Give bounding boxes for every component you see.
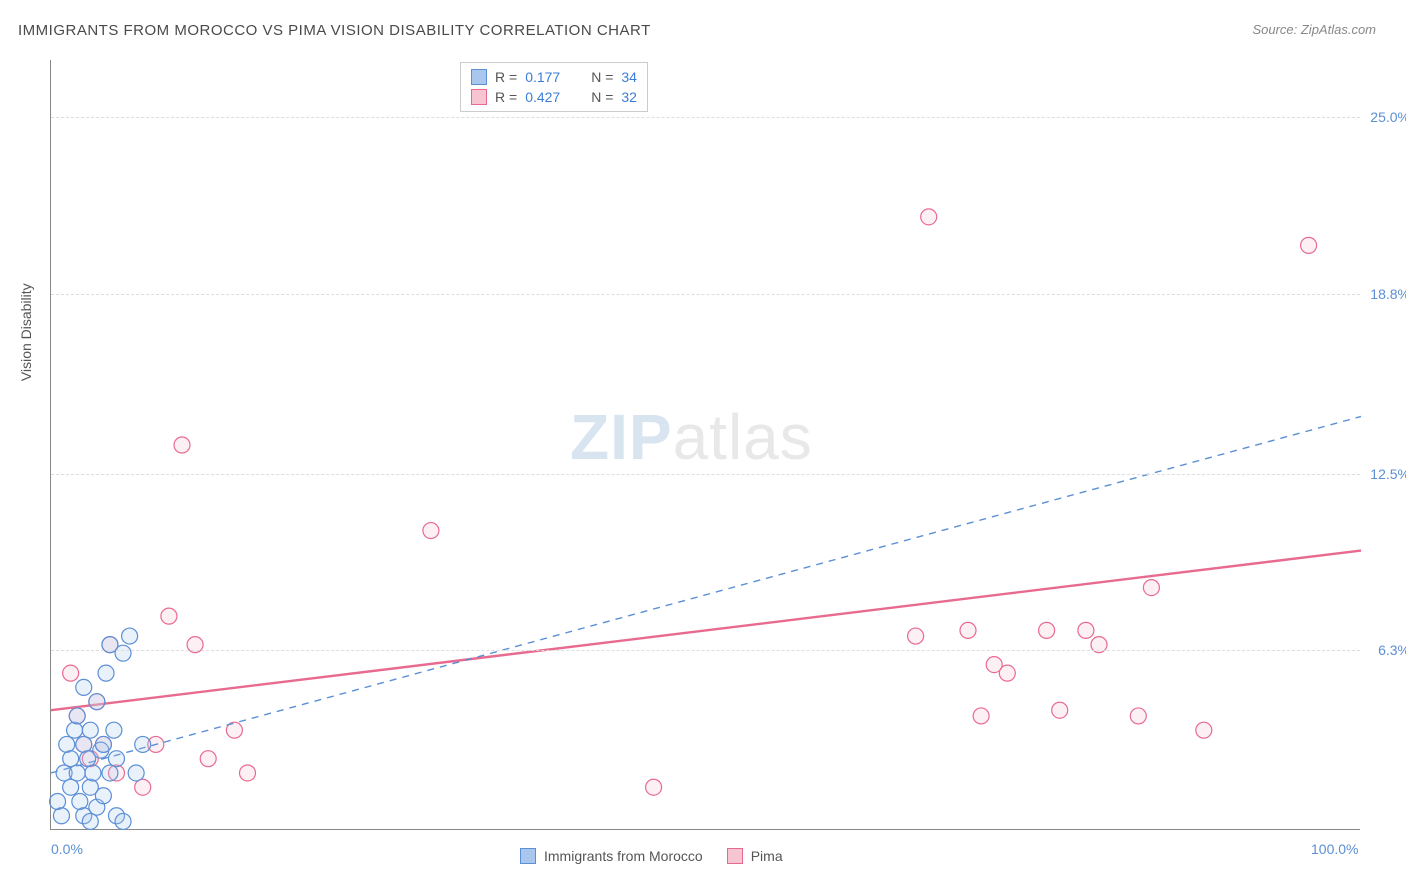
chart-title: IMMIGRANTS FROM MOROCCO VS PIMA VISION D… xyxy=(18,22,651,39)
scatter-svg xyxy=(51,60,1360,829)
gridline xyxy=(51,294,1360,295)
point-pima xyxy=(135,779,151,795)
point-pima xyxy=(646,779,662,795)
point-morocco xyxy=(95,788,111,804)
point-pima xyxy=(908,628,924,644)
point-pima xyxy=(1052,702,1068,718)
point-pima xyxy=(986,657,1002,673)
trendline-morocco xyxy=(51,416,1361,772)
point-morocco xyxy=(128,765,144,781)
legend-stats: R = 0.177 N = 34 R = 0.427 N = 32 xyxy=(460,62,648,112)
gridline xyxy=(51,650,1360,651)
swatch-pima-bottom xyxy=(727,848,743,864)
legend-series: Immigrants from Morocco Pima xyxy=(520,848,783,864)
point-morocco xyxy=(82,813,98,829)
gridline xyxy=(51,474,1360,475)
gridline xyxy=(51,117,1360,118)
point-pima xyxy=(423,523,439,539)
point-morocco xyxy=(85,765,101,781)
point-morocco xyxy=(102,765,118,781)
point-pima xyxy=(973,708,989,724)
point-pima xyxy=(240,765,256,781)
point-morocco xyxy=(72,793,88,809)
swatch-morocco xyxy=(471,69,487,85)
point-pima xyxy=(921,209,937,225)
ytick-label: 12.5% xyxy=(1365,466,1406,482)
point-morocco xyxy=(82,722,98,738)
legend-stats-row-morocco: R = 0.177 N = 34 xyxy=(471,67,637,87)
point-morocco xyxy=(89,694,105,710)
point-pima xyxy=(161,608,177,624)
point-pima xyxy=(1301,237,1317,253)
legend-item-pima: Pima xyxy=(727,848,783,864)
plot-area: 6.3%12.5%18.8%25.0%0.0%100.0% xyxy=(50,60,1360,830)
point-morocco xyxy=(98,665,114,681)
legend-stats-row-pima: R = 0.427 N = 32 xyxy=(471,87,637,107)
legend-item-morocco: Immigrants from Morocco xyxy=(520,848,703,864)
point-morocco xyxy=(115,645,131,661)
swatch-morocco-bottom xyxy=(520,848,536,864)
point-morocco xyxy=(76,736,92,752)
ytick-label: 18.8% xyxy=(1365,286,1406,302)
point-pima xyxy=(1078,622,1094,638)
point-morocco xyxy=(122,628,138,644)
trendline-pima xyxy=(51,551,1361,711)
point-morocco xyxy=(50,793,66,809)
point-morocco xyxy=(69,708,85,724)
point-morocco xyxy=(63,751,79,767)
point-pima xyxy=(63,665,79,681)
ytick-label: 25.0% xyxy=(1365,109,1406,125)
point-morocco xyxy=(115,813,131,829)
point-morocco xyxy=(109,751,125,767)
point-pima xyxy=(1130,708,1146,724)
point-pima xyxy=(1143,580,1159,596)
point-pima xyxy=(200,751,216,767)
xtick-label: 0.0% xyxy=(51,841,83,857)
point-morocco xyxy=(135,736,151,752)
xtick-label: 100.0% xyxy=(1311,841,1358,857)
point-pima xyxy=(960,622,976,638)
ytick-label: 6.3% xyxy=(1365,642,1406,658)
y-axis-title: Vision Disability xyxy=(18,283,34,381)
source-label: Source: ZipAtlas.com xyxy=(1252,22,1376,37)
point-morocco xyxy=(67,722,83,738)
point-morocco xyxy=(76,679,92,695)
point-morocco xyxy=(95,736,111,752)
swatch-pima xyxy=(471,89,487,105)
point-pima xyxy=(1196,722,1212,738)
point-morocco xyxy=(59,736,75,752)
point-morocco xyxy=(106,722,122,738)
point-morocco xyxy=(69,765,85,781)
point-pima xyxy=(174,437,190,453)
point-morocco xyxy=(53,808,69,824)
point-pima xyxy=(1039,622,1055,638)
point-morocco xyxy=(63,779,79,795)
